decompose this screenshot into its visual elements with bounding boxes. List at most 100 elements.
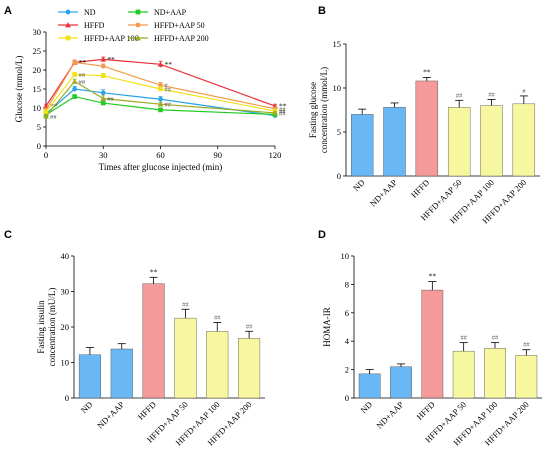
data-point xyxy=(157,101,164,107)
significance-label: ## xyxy=(79,72,86,79)
y-axis-title: concentration (mU/L) xyxy=(47,288,57,367)
data-point xyxy=(43,113,49,119)
panel-label-d: D xyxy=(318,229,326,241)
y-tick-label: 0 xyxy=(345,393,349,403)
data-point xyxy=(158,96,163,102)
panel-label-b: B xyxy=(318,5,326,17)
significance-label: ## xyxy=(279,110,286,117)
x-tick-label: 0 xyxy=(44,150,48,160)
significance-label: ## xyxy=(107,96,114,103)
legend-swatch-marker xyxy=(65,35,71,41)
bar xyxy=(383,107,406,177)
y-tick-label: 5 xyxy=(37,122,41,132)
bar xyxy=(206,331,229,399)
bar xyxy=(390,366,412,399)
data-point xyxy=(71,78,78,84)
glucose-tolerance-line-chart: 0 5 10 15 20 25 30 0 30 60 90 120 Times after glucos… xyxy=(14,8,287,172)
significance-label: ## xyxy=(165,87,172,94)
bar xyxy=(350,114,374,177)
data-point xyxy=(100,73,106,78)
panel-label-c: C xyxy=(4,229,12,241)
significance-label: ** xyxy=(429,272,437,281)
bar xyxy=(484,348,506,399)
legend-swatch-marker xyxy=(65,22,71,28)
y-tick-label: 2 xyxy=(345,365,349,375)
y-tick-label: 40 xyxy=(61,251,70,261)
legend-label: HFFD+AAP 200 xyxy=(154,34,209,43)
x-tick-label: ND+AAP xyxy=(95,399,126,430)
y-tick-label: 5 xyxy=(337,127,341,137)
x-tick-label: ND xyxy=(351,177,367,193)
legend-label: ND+AAP xyxy=(154,8,187,17)
y-tick-label: 4 xyxy=(345,336,350,346)
bar xyxy=(78,354,101,399)
significance-label: ## xyxy=(492,335,499,342)
data-point xyxy=(100,100,106,106)
significance-label: ## xyxy=(182,301,189,308)
significance-label: ** xyxy=(165,60,173,69)
bar xyxy=(174,317,197,399)
fasting-glucose-bar-chart: 0 5 10 15 Fasting glucose concentration (mmol… xyxy=(308,39,540,225)
y-tick-label: 10 xyxy=(33,103,42,113)
bar xyxy=(238,338,261,399)
y-tick-label: 10 xyxy=(333,83,342,93)
y-tick-label: 0 xyxy=(65,393,69,403)
significance-label: ## xyxy=(50,114,57,121)
y-axis-title: Fasting glucose xyxy=(308,82,318,138)
y-tick-label: 0 xyxy=(337,171,341,181)
significance-label: ## xyxy=(488,91,495,98)
y-axis-title: Fasting insulin xyxy=(36,300,46,354)
data-point xyxy=(43,109,49,115)
data-point xyxy=(100,95,107,101)
x-tick-label: ND xyxy=(79,399,95,415)
legend-label: HFFD+AAP 50 xyxy=(154,21,205,30)
data-point xyxy=(72,86,77,92)
y-tick-label: 20 xyxy=(33,65,42,75)
significance-label: ## xyxy=(214,314,221,321)
x-tick-label: HFFD xyxy=(136,399,158,421)
data-point xyxy=(158,86,163,92)
data-point xyxy=(100,90,106,96)
x-tick-label: ND+AAP xyxy=(368,177,399,208)
data-point xyxy=(72,60,77,65)
x-tick-label: 120 xyxy=(269,150,282,160)
significance-label: ** xyxy=(79,58,87,67)
legend-swatch-marker xyxy=(135,35,141,41)
significance-label: ## xyxy=(279,109,286,116)
x-tick-label: 30 xyxy=(99,150,108,160)
bar xyxy=(512,103,536,177)
legend-label: HFFD xyxy=(84,21,105,30)
data-point xyxy=(100,56,107,62)
bar xyxy=(447,107,471,177)
y-axis-title: concentration (mmol/L) xyxy=(319,67,329,153)
y-tick-label: 30 xyxy=(61,287,70,297)
y-axis-title: Glucose (mmol/L) xyxy=(14,56,24,123)
significance-label: ** xyxy=(150,267,158,276)
x-tick-label: HFFD xyxy=(409,177,431,199)
bar xyxy=(452,350,475,399)
fasting-insulin-bar-chart: 0 10 20 30 40 Fasting insulin concentration (m… xyxy=(36,251,265,447)
data-point xyxy=(158,107,163,113)
significance-label: # xyxy=(165,83,169,90)
significance-label: ## xyxy=(523,342,530,349)
bar xyxy=(480,105,503,177)
data-point xyxy=(272,110,278,116)
significance-label: ** xyxy=(423,67,431,76)
x-axis-title: Times after glucose injected (min) xyxy=(99,162,223,172)
bar xyxy=(421,289,444,399)
bar xyxy=(142,283,165,399)
y-tick-label: 6 xyxy=(345,308,349,318)
y-tick-label: 15 xyxy=(333,39,342,49)
y-tick-label: 30 xyxy=(33,27,42,37)
bar xyxy=(515,355,538,399)
x-tick-label: 90 xyxy=(214,150,223,160)
bar xyxy=(358,373,381,399)
significance-label: ## xyxy=(456,92,463,99)
legend-label: HFFD+AAP 100 xyxy=(84,34,139,43)
significance-label: ## xyxy=(460,335,467,342)
data-point xyxy=(100,63,106,69)
x-tick-label: HFFD xyxy=(414,399,436,421)
significance-label: ## xyxy=(79,79,86,86)
x-tick-label: 60 xyxy=(156,150,165,160)
x-tick-label: ND+AAP xyxy=(374,399,405,430)
